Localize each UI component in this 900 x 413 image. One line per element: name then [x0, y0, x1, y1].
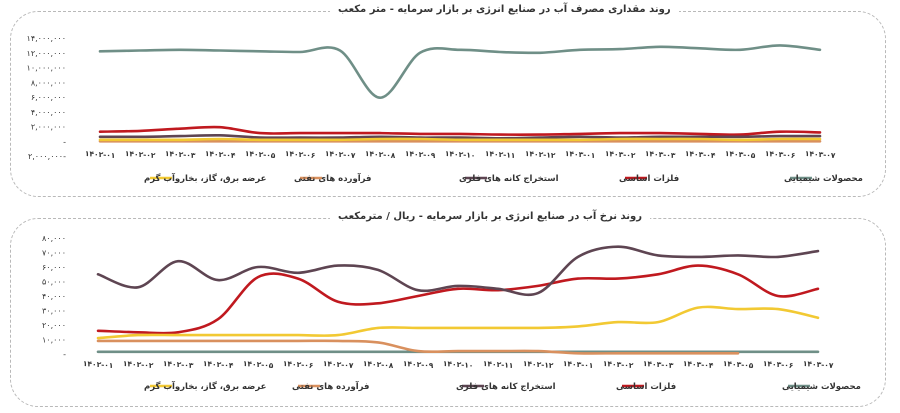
- y-tick-label: -: [63, 137, 66, 146]
- x-tick-label: ۱۴۰۳-۰۳: [645, 149, 677, 160]
- x-tick-label: ۱۴۰۲-۱۱: [485, 149, 516, 160]
- legend-label-2: فلزات اساسی: [619, 174, 679, 184]
- x-tick-label: ۱۴۰۳-۰۵: [725, 149, 757, 160]
- y-tick-label: ۲۰,۰۰۰: [42, 321, 66, 330]
- x-tick-label: ۱۴۰۳-۰۵: [723, 359, 755, 370]
- legend-label-2: فلزات اساسی: [616, 382, 676, 392]
- y-tick-label: ۳۰,۰۰۰: [42, 307, 66, 316]
- x-tick-label: ۱۴۰۳-۰۲: [603, 359, 635, 370]
- x-tick-label: ۱۴۰۳-۰۱: [565, 149, 596, 160]
- x-tick-label: ۱۴۰۳-۰۶: [765, 149, 796, 160]
- y-tick-label: -: [63, 350, 66, 359]
- y-tick-label: ۱۰,۰۰۰,۰۰۰: [27, 64, 66, 73]
- y-tick-label: ۱۴,۰۰۰,۰۰۰: [27, 34, 66, 43]
- x-tick-label: ۱۴۰۲-۰۷: [323, 359, 355, 370]
- legend-label-4: فرآورده های نفتی: [292, 380, 370, 392]
- x-tick-label: ۱۴۰۳-۰۴: [685, 149, 717, 160]
- y-tick-label: ۱۲,۰۰۰,۰۰۰: [27, 49, 66, 58]
- series-line-4: [96, 339, 740, 355]
- x-tick-label: ۱۴۰۳-۰۴: [683, 359, 715, 370]
- y-tick-label: ۶۰,۰۰۰: [42, 263, 66, 272]
- y-tick-label: ۵۰,۰۰۰: [42, 278, 66, 287]
- x-tick-label: ۱۴۰۲-۰۶: [283, 359, 314, 370]
- x-tick-label: ۱۴۰۲-۰۴: [205, 149, 237, 160]
- x-tick-label: ۱۴۰۲-۰۹: [405, 149, 437, 160]
- y-tick-label: ۲,۰۰۰,۰۰۰: [31, 123, 66, 132]
- x-tick-label: ۱۴۰۲-۰۱: [83, 359, 114, 370]
- series-line-1: [98, 44, 822, 100]
- x-tick-label: ۱۴۰۲-۰۵: [243, 359, 275, 370]
- x-tick-label: ۱۴۰۲-۰۸: [365, 149, 397, 160]
- x-tick-label: ۱۴۰۲-۰۲: [125, 149, 157, 160]
- y-tick-label: ۴۰,۰۰۰: [42, 292, 66, 301]
- x-tick-label: ۱۴۰۲-۰۷: [325, 149, 357, 160]
- chart-title-water-rate: روند نرخ آب در صنایع انرژی بر بازار سرما…: [330, 211, 650, 222]
- legend-label-5: عرضه برق، گاز، بخاروآب گرم: [144, 172, 266, 184]
- x-tick-label: ۱۴۰۲-۱۲: [523, 359, 555, 370]
- x-tick-label: ۱۴۰۲-۰۹: [403, 359, 435, 370]
- y-tick-label: ۲,۰۰۰,۰۰۰-: [28, 152, 66, 161]
- y-tick-label: ۱۰,۰۰۰: [42, 336, 66, 345]
- legend-label-4: فرآورده های نفتی: [294, 172, 372, 184]
- legend-label-3: استخراج کانه های فلزی: [456, 382, 556, 392]
- x-tick-label: ۱۴۰۲-۰۳: [163, 359, 195, 370]
- x-tick-label: ۱۴۰۲-۰۳: [165, 149, 197, 160]
- x-tick-label: ۱۴۰۳-۰۷: [803, 359, 835, 370]
- x-tick-label: ۱۴۰۲-۰۸: [363, 359, 395, 370]
- x-tick-label: ۱۴۰۳-۰۳: [643, 359, 675, 370]
- y-tick-label: ۴,۰۰۰,۰۰۰: [31, 108, 66, 117]
- x-tick-label: ۱۴۰۲-۰۴: [203, 359, 235, 370]
- series-line-5: [98, 137, 822, 142]
- series-line-3: [98, 133, 822, 140]
- y-tick-label: ۶,۰۰۰,۰۰۰: [31, 93, 66, 102]
- x-tick-label: ۱۴۰۳-۰۷: [805, 149, 837, 160]
- x-tick-label: ۱۴۰۲-۰۱: [85, 149, 116, 160]
- x-tick-label: ۱۴۰۲-۱۲: [525, 149, 557, 160]
- x-tick-label: ۱۴۰۲-۱۱: [483, 359, 514, 370]
- series-line-2: [96, 264, 820, 335]
- x-tick-label: ۱۴۰۳-۰۱: [563, 359, 594, 370]
- legend-label-5: عرضه برق، گاز، بخاروآب گرم: [144, 380, 266, 392]
- legend-label-1: محصولات شیمیایی: [784, 174, 863, 184]
- x-tick-label: ۱۴۰۲-۱۰: [443, 359, 474, 370]
- x-tick-label: ۱۴۰۳-۰۶: [763, 359, 794, 370]
- x-tick-label: ۱۴۰۳-۰۲: [605, 149, 637, 160]
- x-tick-label: ۱۴۰۲-۱۰: [445, 149, 476, 160]
- series-line-5: [96, 305, 820, 340]
- legend-label-3: استخراج کانه های فلزی: [459, 174, 559, 184]
- series-line-2: [98, 125, 822, 136]
- series-line-3: [96, 245, 820, 297]
- y-tick-label: ۷۰,۰۰۰: [42, 249, 66, 258]
- y-tick-label: ۸,۰۰۰,۰۰۰: [31, 78, 66, 87]
- y-tick-label: ۸۰,۰۰۰: [42, 234, 66, 243]
- x-tick-label: ۱۴۰۲-۰۵: [245, 149, 277, 160]
- chart-title-water-volume: روند مقداری مصرف آب در صنایع انرژی بر با…: [330, 4, 679, 15]
- x-tick-label: ۱۴۰۲-۰۶: [285, 149, 316, 160]
- legend-label-1: محصولات شیمیایی: [782, 382, 861, 392]
- x-tick-label: ۱۴۰۲-۰۲: [123, 359, 155, 370]
